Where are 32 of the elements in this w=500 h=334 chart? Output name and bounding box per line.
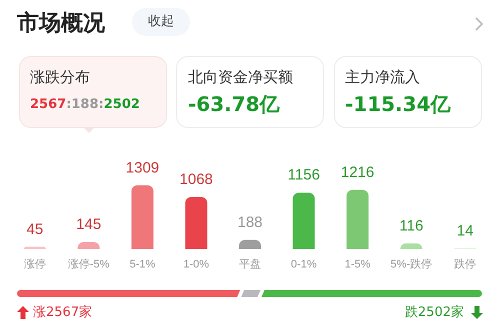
x-tick-label: 1-5% — [344, 258, 371, 270]
text: 涨2567家 — [33, 304, 92, 321]
x-tick-label: 5-1% — [130, 258, 156, 270]
data-label: 1068 — [180, 171, 213, 188]
text: 北向资金净买额 — [188, 68, 293, 87]
data-label: 1216 — [340, 164, 374, 181]
text: -63.78亿 — [188, 91, 280, 118]
x-tick-label: 0-1% — [290, 258, 317, 270]
x-tick-label: 涨停 — [24, 258, 46, 270]
text: 2567:188:2502 — [30, 97, 140, 112]
x-tick-label: 涨停-5% — [68, 258, 110, 270]
text: 涨跌分布 — [30, 68, 90, 87]
x-tick-label: 1-0% — [183, 258, 210, 270]
data-label: 188 — [237, 214, 263, 231]
data-label: 145 — [76, 216, 102, 233]
data-label: 116 — [399, 217, 424, 234]
bar — [185, 197, 208, 249]
x-tick-label: 跌停 — [454, 258, 476, 270]
data-label: 45 — [26, 220, 44, 238]
text: 收起 — [132, 8, 190, 36]
data-label: 1156 — [288, 166, 320, 184]
bar — [131, 185, 154, 249]
data-label: 1309 — [126, 159, 160, 176]
text: 主力净流入 — [345, 68, 420, 87]
text: 跌2502家 — [404, 304, 464, 321]
text: 市场概况 — [17, 10, 105, 38]
text: -115.34亿 — [345, 91, 450, 118]
x-tick-label: 5%-跌停 — [390, 258, 432, 270]
bar — [292, 192, 315, 249]
x-tick-label: 平盘 — [239, 258, 261, 270]
data-label: 14 — [456, 222, 474, 240]
bar — [346, 190, 369, 249]
